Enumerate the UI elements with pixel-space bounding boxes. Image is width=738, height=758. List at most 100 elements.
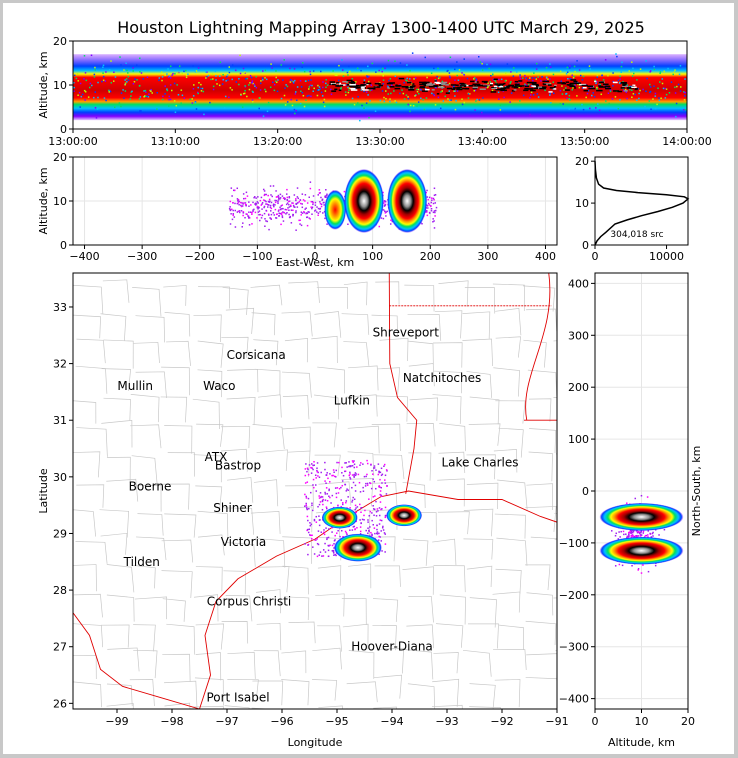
y-tick-label: 26 <box>53 697 67 710</box>
y-tick-label: 0 <box>60 239 67 252</box>
y-tick-label: −300 <box>559 641 589 654</box>
y-tick-label: 400 <box>568 277 589 290</box>
y-tick-label: 20 <box>575 155 589 168</box>
y-axis-label: Latitude <box>37 468 50 514</box>
x-tick-label: 13:50:00 <box>560 135 609 148</box>
density-core <box>324 189 347 230</box>
x-axis-label: East-West, km <box>276 256 354 269</box>
city-label: Shiner <box>213 501 252 515</box>
city-label: Waco <box>203 379 235 393</box>
x-tick-label: 20 <box>681 715 695 728</box>
city-label: Bastrop <box>215 459 261 473</box>
y-tick-label: 100 <box>568 433 589 446</box>
x-tick-label: −100 <box>242 250 272 263</box>
y-tick-label: 200 <box>568 381 589 394</box>
city-label: Corsicana <box>227 348 286 362</box>
x-tick-label: −400 <box>69 250 99 263</box>
city-label: Port Isabel <box>206 691 269 705</box>
mississippi-river <box>525 273 551 421</box>
x-tick-label: 13:10:00 <box>151 135 200 148</box>
density-core <box>387 169 428 233</box>
x-tick-label: −93 <box>435 715 458 728</box>
y-tick-label: 10 <box>53 79 67 92</box>
x-tick-label: 100 <box>362 250 383 263</box>
y-tick-label: 30 <box>53 471 67 484</box>
x-tick-label: 14:00:00 <box>662 135 711 148</box>
y-tick-label: 27 <box>53 641 67 654</box>
gulf-coastline <box>199 490 557 709</box>
x-tick-label: 13:30:00 <box>355 135 404 148</box>
altitude-eastwest-panel: −400 −300 −200 −100 0 100 200 300 400 0 10 20 East-W… <box>37 151 558 269</box>
lightning-cell <box>386 504 423 527</box>
x-tick-label: 300 <box>477 250 498 263</box>
y-tick-label: −100 <box>559 537 589 550</box>
plan-view-map-panel: Shreveport Corsicana Natchitoches Mullin Wac… <box>37 272 569 749</box>
city-label: Boerne <box>129 479 172 493</box>
x-tick-label: 13:00:00 <box>48 135 97 148</box>
x-tick-label: 13:20:00 <box>253 135 302 148</box>
y-tick-label: 0 <box>60 123 67 136</box>
x-tick-label: 400 <box>535 250 556 263</box>
x-tick-label: 10 <box>635 715 649 728</box>
altitude-histogram-panel: 304,018 src 0 10000 0 10 20 <box>575 155 690 263</box>
x-tick-label: −300 <box>127 250 157 263</box>
y-tick-label: 33 <box>53 301 67 314</box>
y-tick-label: 10 <box>53 195 67 208</box>
city-label: Tilden <box>123 555 160 569</box>
y-tick-label: 10 <box>575 197 589 210</box>
density-core <box>343 169 384 233</box>
y-tick-label: −200 <box>559 589 589 602</box>
city-label: Hoover-Diana <box>351 640 433 654</box>
city-label: Mullin <box>117 379 153 393</box>
y-tick-label: 0 <box>582 239 589 252</box>
y-axis-label: Altitude, km <box>37 167 50 234</box>
y-tick-label: 20 <box>53 35 67 48</box>
city-label: Shreveport <box>373 325 440 339</box>
city-labels: Shreveport Corsicana Natchitoches Mullin Wac… <box>117 325 518 704</box>
x-tick-label: 13:40:00 <box>458 135 507 148</box>
lightning-cell <box>333 533 382 562</box>
source-count-annotation: 304,018 src <box>610 230 663 240</box>
figure-canvas: Houston Lightning Mapping Array 1300-140… <box>37 18 712 749</box>
y-tick-label: 28 <box>53 584 67 597</box>
y-tick-label: −400 <box>559 693 589 706</box>
x-tick-label: −95 <box>325 715 348 728</box>
city-label: ATX <box>205 450 228 464</box>
x-tick-label: −97 <box>215 715 238 728</box>
y-tick-label: 31 <box>53 414 67 427</box>
y-tick-label: 300 <box>568 329 589 342</box>
x-tick-label: 0 <box>312 250 319 263</box>
x-tick-label: −98 <box>160 715 183 728</box>
city-label: Natchitoches <box>403 371 481 385</box>
y-axis-label: North-South, km <box>690 446 703 537</box>
y-tick-label: 32 <box>53 358 67 371</box>
x-axis-label: Longitude <box>288 736 343 749</box>
figure-title: Houston Lightning Mapping Array 1300-140… <box>117 18 645 37</box>
altitude-time-panel: 0 10 20 13:00:00 13:10:00 13:20:00 13:30:00 13:… <box>37 35 712 148</box>
x-tick-label: −200 <box>185 250 215 263</box>
histogram-line <box>594 161 690 246</box>
x-tick-label: 0 <box>592 715 599 728</box>
density-core <box>599 536 684 565</box>
y-axis-label: Altitude, km <box>37 51 50 118</box>
tx-la-border <box>388 273 418 494</box>
lightning-sources <box>304 459 423 562</box>
rio-grande <box>73 612 200 709</box>
x-tick-label: −94 <box>380 715 403 728</box>
x-tick-label: 200 <box>420 250 441 263</box>
city-label: Corpus Christi <box>207 594 292 608</box>
x-tick-label: −96 <box>270 715 293 728</box>
x-tick-label: −99 <box>105 715 128 728</box>
lightning-cell <box>321 506 358 529</box>
city-label: Victoria <box>221 535 267 549</box>
x-tick-label: −91 <box>545 715 568 728</box>
city-label: Lufkin <box>334 393 370 407</box>
y-tick-label: 20 <box>53 151 67 164</box>
city-label: Lake Charles <box>442 456 519 470</box>
y-tick-label: 29 <box>53 527 67 540</box>
northsouth-altitude-panel: 0 10 20 −400 −300 −200 −100 0 100 200 300 400 Altitu… <box>559 272 703 749</box>
x-axis-label: Altitude, km <box>608 736 675 749</box>
figure-frame: Houston Lightning Mapping Array 1300-140… <box>3 3 734 754</box>
x-tick-label: 0 <box>592 250 599 263</box>
state-borders <box>73 273 557 709</box>
